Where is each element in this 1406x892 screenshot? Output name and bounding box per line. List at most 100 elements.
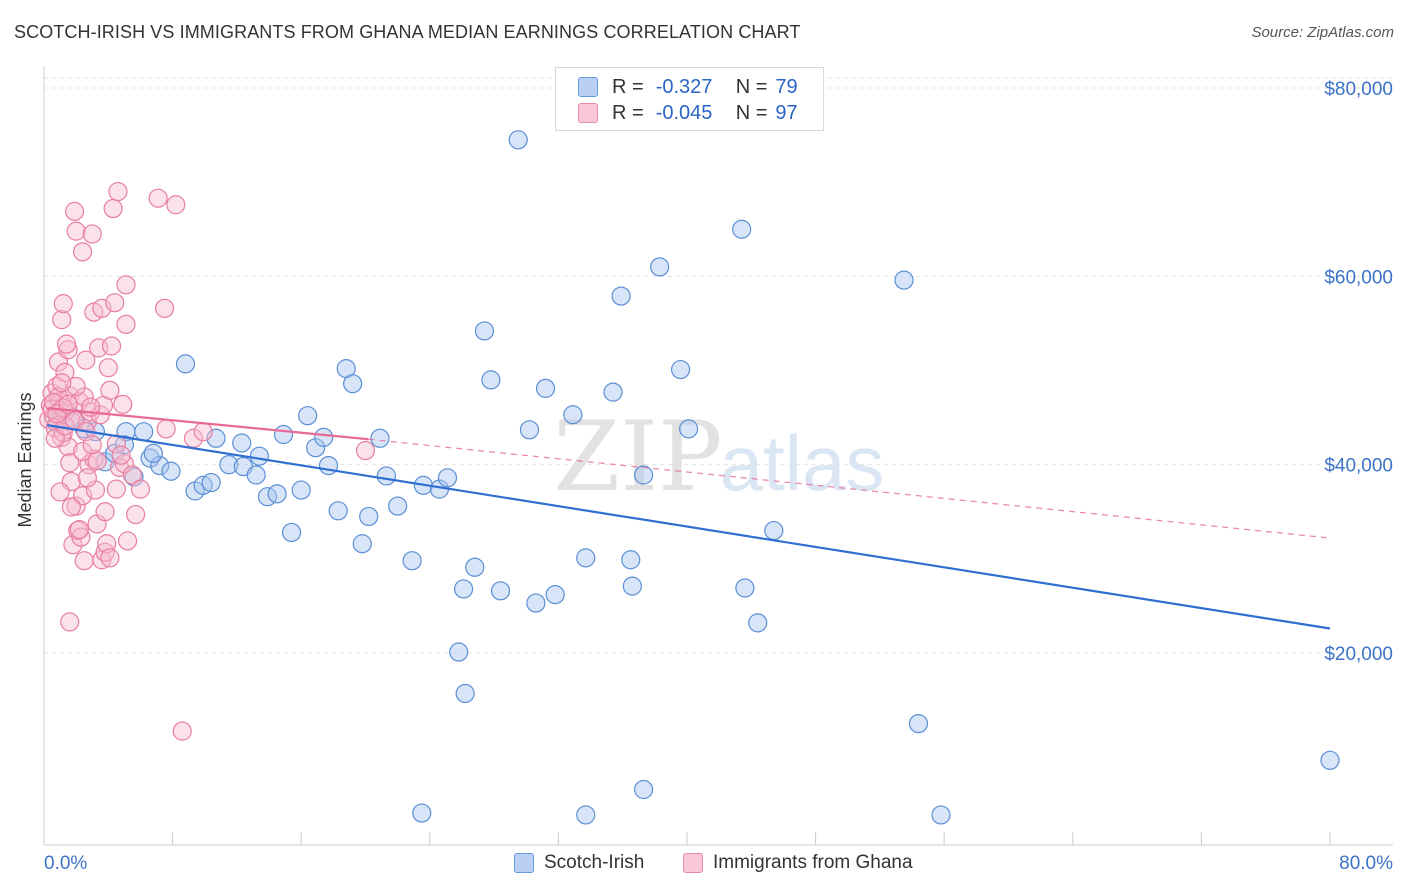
trend-lines — [47, 407, 1331, 630]
point-scotch-irish — [175, 354, 196, 374]
point-ghana — [55, 362, 75, 382]
point-scotch-irish — [735, 578, 755, 598]
point-scotch-irish — [611, 286, 631, 306]
point-ghana — [76, 350, 96, 370]
point-ghana — [355, 440, 376, 461]
point-scotch-irish — [150, 455, 170, 476]
point-scotch-irish — [412, 803, 432, 823]
point-scotch-irish — [508, 130, 528, 150]
point-ghana — [52, 310, 72, 330]
point-scotch-irish — [298, 406, 318, 426]
point-ghana — [98, 358, 118, 378]
source-label: Source: ZipAtlas.com — [1251, 24, 1394, 41]
point-ghana — [103, 198, 123, 219]
y-tick-label: $80,000 — [1324, 79, 1393, 100]
point-ghana — [74, 551, 94, 571]
point-scotch-irish — [465, 557, 485, 577]
point-scotch-irish — [376, 466, 396, 486]
point-scotch-irish — [402, 551, 422, 571]
point-scotch-irish — [219, 455, 239, 475]
gridlines — [44, 77, 1393, 654]
y-tick-label: $40,000 — [1324, 456, 1393, 477]
point-ghana — [95, 502, 115, 522]
legend-r-label: R = — [612, 75, 644, 98]
y-tick-label: $20,000 — [1324, 644, 1393, 665]
point-scotch-irish — [490, 581, 511, 601]
point-ghana — [130, 479, 151, 499]
point-scotch-irish — [908, 713, 929, 734]
bottom-legend-scotch-irish[interactable]: Scotch-Irish — [514, 852, 644, 874]
point-scotch-irish — [249, 446, 270, 466]
point-scotch-irish — [291, 480, 311, 500]
legend-row-ghana: R = -0.045 N = 97 — [578, 101, 798, 125]
point-ghana — [97, 534, 117, 554]
point-ghana — [106, 479, 126, 499]
point-scotch-irish — [455, 683, 475, 704]
point-scotch-irish — [633, 779, 654, 800]
legend-r-label: R = — [612, 101, 644, 124]
point-scotch-irish — [894, 270, 914, 290]
point-scotch-irish — [563, 405, 583, 425]
point-scotch-irish — [328, 501, 348, 521]
point-ghana — [193, 422, 213, 442]
point-scotch-irish — [143, 443, 163, 463]
point-ghana — [56, 334, 77, 354]
point-scotch-irish — [134, 422, 154, 442]
point-scotch-irish — [449, 642, 469, 662]
point-ghana — [60, 453, 80, 473]
point-scotch-irish — [474, 321, 495, 341]
point-ghana — [106, 434, 126, 454]
legend-swatch-ghana — [578, 103, 598, 123]
axes — [43, 66, 1393, 846]
point-scotch-irish — [622, 576, 642, 596]
point-scotch-irish — [545, 584, 565, 605]
point-scotch-irish — [161, 461, 181, 481]
point-scotch-irish — [931, 805, 951, 825]
point-ghana — [100, 380, 120, 400]
point-scotch-irish — [679, 419, 699, 439]
legend-r-value-scotch-irish: -0.327 — [655, 75, 713, 98]
point-ghana — [126, 504, 146, 525]
point-scotch-irish — [453, 579, 474, 599]
point-scotch-irish — [114, 435, 134, 455]
point-scotch-irish — [732, 219, 752, 239]
point-ghana — [60, 612, 80, 632]
point-ghana — [66, 376, 86, 397]
point-scotch-irish — [576, 805, 596, 825]
point-scotch-irish — [526, 593, 546, 613]
legend-r-value-ghana: -0.045 — [655, 101, 713, 124]
axis-labels: $20,000 $40,000 $60,000 $80,000 0.0% 80.0% Med… — [15, 79, 1393, 874]
point-ghana — [77, 468, 98, 488]
point-scotch-irish — [576, 548, 596, 568]
point-scotch-irish — [764, 520, 784, 541]
point-ghana — [72, 242, 93, 262]
point-scotch-irish — [748, 613, 768, 633]
point-scotch-irish — [273, 424, 294, 445]
legend-n-label: N = — [735, 101, 768, 124]
point-scotch-irish — [201, 472, 221, 493]
chart-title: SCOTCH-IRISH VS IMMIGRANTS FROM GHANA ME… — [14, 22, 801, 42]
point-ghana — [166, 195, 186, 215]
bottom-legend-swatch-ghana — [683, 853, 703, 873]
point-scotch-irish — [481, 370, 501, 390]
point-ghana — [44, 392, 64, 413]
bottom-legend-ghana[interactable]: Immigrants from Ghana — [683, 852, 913, 874]
point-scotch-irish — [343, 374, 363, 394]
point-scotch-irish — [437, 468, 458, 488]
point-scotch-irish — [246, 465, 266, 485]
point-scotch-irish — [359, 506, 379, 527]
y-tick-label: $60,000 — [1324, 267, 1393, 288]
x-tick-label-max: 80.0% — [1339, 853, 1393, 874]
point-ghana — [111, 445, 131, 465]
legend-row-scotch-irish: R = -0.327 N = 79 — [578, 75, 798, 99]
point-ghana — [108, 181, 128, 202]
point-ghana — [84, 449, 104, 469]
trend-line-ghana — [47, 407, 369, 441]
point-scotch-irish — [519, 420, 540, 440]
point-ghana — [66, 221, 86, 241]
point-ghana — [156, 419, 176, 439]
point-ghana — [71, 527, 91, 547]
point-ghana — [172, 721, 192, 741]
point-scotch-irish — [232, 433, 252, 453]
watermark-zip: ZIP — [553, 401, 722, 513]
